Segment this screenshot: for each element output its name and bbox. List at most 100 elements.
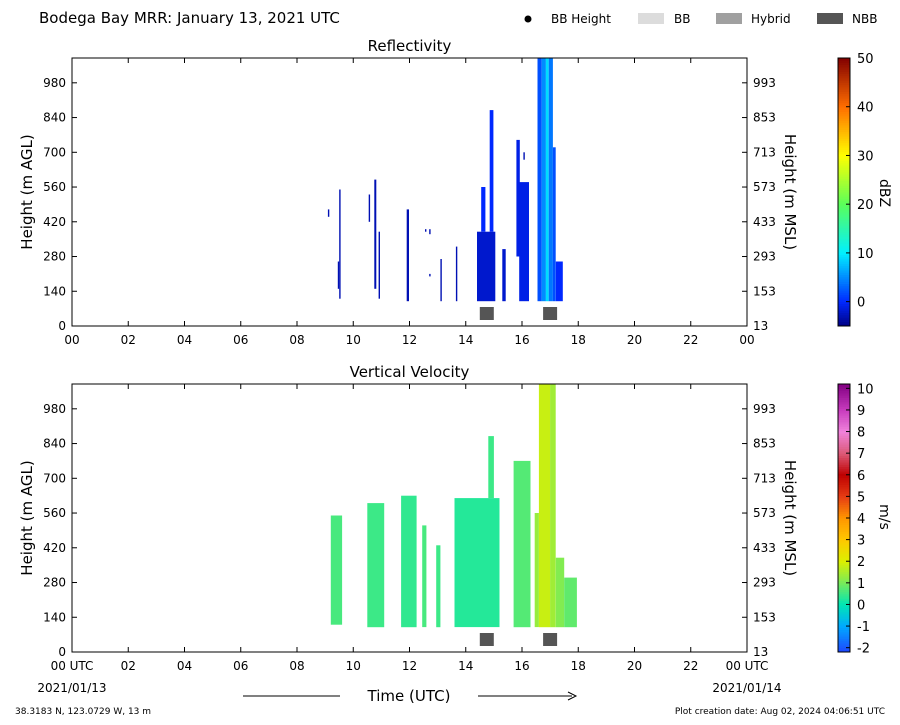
colorbar-segment bbox=[838, 390, 850, 394]
y-tick-label: 140 bbox=[43, 284, 66, 298]
y-tick-label: 420 bbox=[43, 215, 66, 229]
colorbar-segment bbox=[838, 549, 850, 552]
colorbar-segment bbox=[838, 118, 850, 121]
plot-creation-date: Plot creation date: Aug 02, 2024 04:06:5… bbox=[675, 707, 885, 717]
colorbar-segment bbox=[838, 553, 850, 557]
heatmap-cell bbox=[406, 209, 409, 302]
legend-nbb-swatch bbox=[817, 13, 843, 24]
heatmap-cell bbox=[516, 139, 520, 257]
colorbar-segment bbox=[838, 647, 850, 651]
colorbar-segment bbox=[838, 250, 850, 253]
heatmap-cell bbox=[436, 545, 441, 628]
colorbar-segment bbox=[838, 455, 850, 459]
heatmap-cell bbox=[477, 231, 496, 302]
heatmap-cell bbox=[550, 384, 556, 628]
colorbar-segment bbox=[838, 241, 850, 244]
heatmap-cell bbox=[330, 515, 343, 625]
colorbar-segment bbox=[838, 113, 850, 117]
heatmap-cell bbox=[555, 557, 565, 628]
colorbar-segment bbox=[838, 551, 850, 555]
colorbar-segment bbox=[838, 321, 850, 325]
colorbar-tick-label: 8 bbox=[857, 426, 865, 441]
colorbar-segment bbox=[838, 254, 850, 258]
colorbar-tick-label: 10 bbox=[857, 247, 874, 262]
colorbar-segment bbox=[838, 160, 850, 164]
colorbar-segment bbox=[838, 310, 850, 313]
colorbar-segment bbox=[838, 145, 850, 148]
colorbar-segment bbox=[838, 426, 850, 430]
colorbar-segment bbox=[838, 232, 850, 235]
page-title: Bodega Bay MRR: January 13, 2021 UTC bbox=[39, 9, 340, 27]
colorbar-segment bbox=[838, 618, 850, 622]
start-date-label: 2021/01/13 bbox=[37, 681, 106, 695]
x-tick-label: 16 bbox=[514, 333, 529, 347]
velocity-x-axis: 00 UTC 02 04 06 08 10 12 14 16 18 20 22 00 UTC bbox=[51, 384, 768, 673]
colorbar-segment bbox=[838, 221, 850, 224]
colorbar-segment bbox=[838, 276, 850, 280]
colorbar-segment bbox=[838, 542, 850, 546]
colorbar-segment bbox=[838, 495, 850, 499]
colorbar-segment bbox=[838, 484, 850, 488]
colorbar-segment bbox=[838, 91, 850, 95]
colorbar-segment bbox=[838, 459, 850, 463]
colorbar-segment bbox=[838, 290, 850, 293]
colorbar-segment bbox=[838, 218, 850, 222]
legend-nbb-label: NBB bbox=[852, 12, 877, 26]
colorbar-segment bbox=[838, 288, 850, 291]
colorbar-segment bbox=[838, 511, 850, 514]
heatmap-cell bbox=[488, 436, 494, 499]
colorbar-segment bbox=[838, 185, 850, 188]
heatmap-cell bbox=[481, 187, 486, 232]
y-tick-label-right: 433 bbox=[753, 541, 776, 555]
x-tick-label: 08 bbox=[289, 333, 304, 347]
y-tick-label-right: 293 bbox=[753, 576, 776, 590]
y-tick-label: 560 bbox=[43, 180, 66, 194]
colorbar-segment bbox=[838, 421, 850, 425]
colorbar-segment bbox=[838, 308, 850, 311]
y-tick-label: 280 bbox=[43, 250, 66, 264]
colorbar-segment bbox=[838, 229, 850, 233]
x-tick-label: 00 bbox=[739, 333, 754, 347]
y-tick-label-right: 853 bbox=[753, 111, 776, 125]
heatmap-cell bbox=[429, 273, 431, 277]
y-tick-label: 700 bbox=[43, 471, 66, 485]
colorbar-segment bbox=[838, 587, 850, 590]
colorbar-segment bbox=[838, 167, 850, 171]
colorbar-segment bbox=[838, 323, 850, 327]
colorbar-segment bbox=[838, 194, 850, 197]
colorbar-segment bbox=[838, 236, 850, 240]
nbb-marker bbox=[479, 633, 494, 646]
colorbar-segment bbox=[838, 466, 850, 470]
colorbar-segment bbox=[838, 384, 850, 387]
colorbar-segment bbox=[838, 509, 850, 512]
colorbar-segment bbox=[838, 158, 850, 162]
colorbar-segment bbox=[838, 634, 850, 637]
colorbar-segment bbox=[838, 165, 850, 168]
heatmap-cell bbox=[429, 229, 431, 235]
colorbar-segment bbox=[838, 627, 850, 631]
colorbar-segment bbox=[838, 162, 850, 166]
reflectivity-ylabel-right: Height (m MSL) bbox=[781, 134, 799, 250]
colorbar-segment bbox=[838, 388, 850, 392]
colorbar-segment bbox=[838, 473, 850, 476]
colorbar-segment bbox=[838, 564, 850, 568]
reflectivity-ylabel-left: Height (m AGL) bbox=[18, 134, 36, 249]
legend-bb-height-label: BB Height bbox=[551, 12, 611, 26]
colorbar-segment bbox=[838, 468, 850, 472]
heatmap-cell bbox=[327, 209, 330, 217]
velocity-y-axis: 0 13 140 153 280 293 420 433 560 573 700 713 840 853 9… bbox=[43, 402, 776, 659]
y-tick-label-right: 153 bbox=[753, 610, 776, 624]
colorbar-segment bbox=[838, 611, 850, 615]
colorbar-segment bbox=[838, 493, 850, 497]
colorbar-segment bbox=[838, 187, 850, 191]
colorbar-segment bbox=[838, 73, 850, 77]
colorbar-segment bbox=[838, 198, 850, 202]
y-tick-label-right: 993 bbox=[753, 402, 776, 416]
colorbar-segment bbox=[838, 471, 850, 474]
colorbar-segment bbox=[838, 497, 850, 501]
colorbar-segment bbox=[838, 95, 850, 99]
colorbar-segment bbox=[838, 247, 850, 251]
colorbar-segment bbox=[838, 500, 850, 503]
heatmap-cell bbox=[545, 58, 549, 302]
colorbar-segment bbox=[838, 270, 850, 273]
